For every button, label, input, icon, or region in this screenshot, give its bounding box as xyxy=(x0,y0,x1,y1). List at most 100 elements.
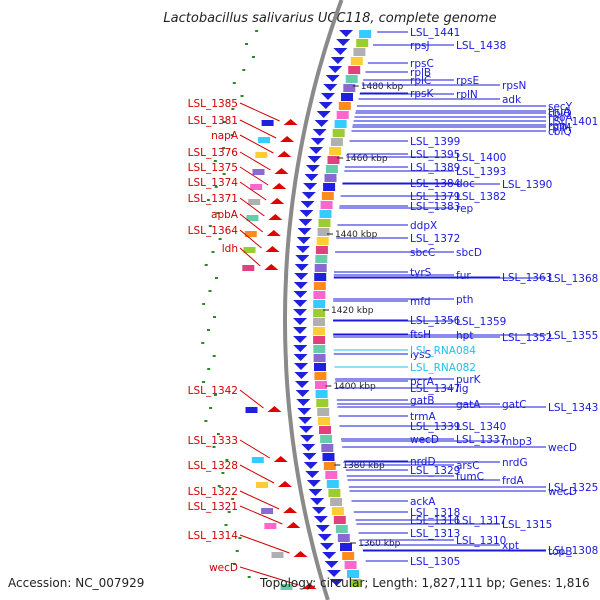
forward-gene-arrow xyxy=(294,273,309,280)
gene-label: LSL_1385 xyxy=(188,98,238,110)
gene-label: LSL_1389 xyxy=(410,162,460,174)
forward-gene-arrow xyxy=(321,93,335,100)
forward-gene-arrow xyxy=(310,138,325,145)
gene-label: LSL_1375 xyxy=(188,162,238,174)
gene-label: LSL_1325 xyxy=(548,482,598,494)
forward-gene-arrow xyxy=(293,327,307,334)
gene-label: LSL_1395 xyxy=(410,149,460,161)
label-leader xyxy=(239,119,277,139)
forward-strand-track xyxy=(293,30,372,587)
gene-label: LSL_1383 xyxy=(410,201,460,213)
reverse-gene-arrow xyxy=(272,183,287,189)
label-leader xyxy=(239,213,264,233)
gc-dot xyxy=(208,290,212,292)
gene-label: LSL_1343 xyxy=(548,402,598,414)
gene-label: LSL_1438 xyxy=(456,40,506,52)
cog-block xyxy=(356,39,369,47)
gene-label: LSL_1340 xyxy=(456,421,506,433)
reverse-gene-arrow xyxy=(273,456,288,462)
gc-dot xyxy=(227,511,231,513)
cog-block xyxy=(313,345,326,353)
gene-label: rpsJ xyxy=(410,40,430,52)
cog-block xyxy=(342,552,355,560)
forward-gene-arrow xyxy=(307,156,322,163)
gene-label: rpsN xyxy=(502,80,526,92)
reverse-strand-track xyxy=(242,119,317,590)
gc-dot xyxy=(221,472,225,474)
gene-label: LSL_1400 xyxy=(456,152,506,164)
forward-gene-arrow xyxy=(293,336,308,343)
cog-block xyxy=(335,525,348,533)
gene-label: LSL_1310 xyxy=(456,535,506,547)
gc-dot xyxy=(204,264,208,266)
gene-label: LSL_1356 xyxy=(410,315,461,327)
kbp-label: 1480 kbp xyxy=(361,82,404,92)
gc-dot xyxy=(222,147,226,149)
cog-block xyxy=(314,363,326,371)
reverse-cog-block xyxy=(271,552,284,558)
forward-gene-arrow xyxy=(329,579,344,586)
forward-gene-arrow xyxy=(308,489,323,496)
forward-gene-arrow xyxy=(313,516,328,523)
gene-label: frdA xyxy=(502,475,524,487)
gene-label: gatC xyxy=(502,399,527,411)
gene-label: LSL_1382 xyxy=(456,191,506,203)
cog-block xyxy=(326,480,339,488)
gene-label: doc xyxy=(456,178,475,190)
cog-block xyxy=(348,66,361,74)
gene-label: gatA xyxy=(456,399,481,411)
gc-dot xyxy=(202,303,206,305)
gene-label: LSL_1314 xyxy=(188,530,239,542)
gc-dot xyxy=(231,108,235,110)
reverse-gene-arrow xyxy=(277,151,292,157)
forward-gene-arrow xyxy=(315,525,330,532)
forward-gene-arrow xyxy=(303,183,318,190)
forward-gene-arrow xyxy=(323,84,338,91)
forward-gene-arrow xyxy=(325,75,340,82)
gene-label: LSL_1317 xyxy=(456,515,506,527)
gene-label: LSL_1401 xyxy=(548,116,598,128)
gene-label: LSL_1390 xyxy=(502,179,552,191)
gene-label: LSL_1329 xyxy=(410,465,460,477)
gc-dot xyxy=(208,225,212,227)
cog-block xyxy=(325,165,338,173)
cog-block xyxy=(331,507,344,515)
cog-block xyxy=(313,327,325,335)
gene-label: tyrS xyxy=(410,267,432,279)
gene-label: wecD xyxy=(548,486,577,498)
kbp-label: 1380 kbp xyxy=(342,461,385,471)
label-leader xyxy=(239,534,290,554)
cog-block xyxy=(337,534,350,542)
reverse-gene-arrow xyxy=(267,406,282,412)
forward-gene-arrow xyxy=(312,129,327,136)
gene-label: rplB xyxy=(410,67,431,79)
gene-label: LSL_1337 xyxy=(456,434,506,446)
cog-block xyxy=(316,399,329,407)
gene-label: LSL_1441 xyxy=(410,27,460,39)
reverse-gene-arrow xyxy=(278,481,292,487)
cog-block xyxy=(315,390,328,398)
label-leader xyxy=(239,134,274,154)
reverse-cog-block xyxy=(280,584,293,590)
gene-label: cbiQ xyxy=(548,126,572,138)
gene-label: LSL_1359 xyxy=(456,316,506,328)
gene-label: LSL_1305 xyxy=(410,556,460,568)
forward-gene-arrow xyxy=(296,237,311,244)
forward-gene-arrow xyxy=(299,426,313,433)
label-leader xyxy=(239,151,271,171)
gc-dot xyxy=(207,329,210,331)
cog-block xyxy=(343,84,356,92)
cog-block xyxy=(314,372,327,380)
cog-block xyxy=(340,543,352,551)
forward-gene-arrow xyxy=(295,255,310,262)
forward-gene-arrow xyxy=(333,48,348,55)
gene-label: cbiO xyxy=(548,108,572,120)
label-leader xyxy=(239,464,275,484)
gene-label: arsC xyxy=(456,460,480,472)
reverse-gene-arrow xyxy=(270,198,285,204)
gc-dot xyxy=(240,95,244,97)
forward-gene-arrow xyxy=(328,66,343,73)
cog-block xyxy=(313,309,326,317)
